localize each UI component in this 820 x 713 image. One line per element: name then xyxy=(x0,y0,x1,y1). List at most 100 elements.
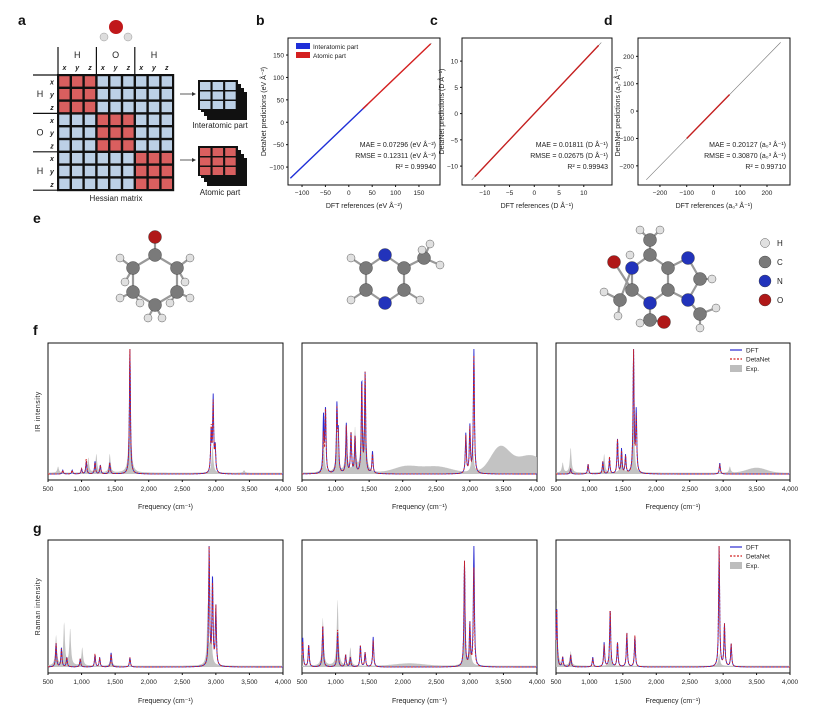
atom-O xyxy=(607,255,621,269)
row-coord-label: y xyxy=(49,169,55,176)
x-tick-label: 10 xyxy=(580,190,588,197)
row-coord-label: z xyxy=(49,182,54,189)
x-tick-label: 500 xyxy=(551,679,562,686)
hessian-cell xyxy=(84,165,96,177)
y-tick-label: 0 xyxy=(630,109,634,116)
hessian-cell xyxy=(136,165,147,177)
hessian-cell xyxy=(161,178,172,189)
x-tick-label: 3,000 xyxy=(462,679,479,686)
atom-H xyxy=(655,225,665,235)
hessian-cell xyxy=(148,140,160,151)
detanet-spectrum xyxy=(302,355,537,475)
hessian-cell xyxy=(161,140,172,151)
atom-N xyxy=(681,293,695,307)
x-tick-label: 2,000 xyxy=(141,679,158,686)
hessian-cell xyxy=(148,127,160,138)
atom-C xyxy=(758,255,772,269)
atom-C xyxy=(148,248,162,262)
y-axis-label: DetaNet predictions (D Å⁻¹) xyxy=(437,69,446,155)
column-coord-label: z xyxy=(126,65,131,72)
atom-H xyxy=(695,323,705,333)
x-tick-label: 2,500 xyxy=(682,679,699,686)
legend-label: DFT xyxy=(746,545,759,552)
hessian-cell xyxy=(84,127,96,138)
legend-label: Atomic part xyxy=(313,53,346,60)
atom-H xyxy=(635,225,645,235)
hessian-cell xyxy=(72,114,83,125)
hessian-cell xyxy=(59,178,70,189)
hessian-cell xyxy=(123,140,134,151)
hessian-matrix-label: Hessian matrix xyxy=(90,194,143,203)
x-tick-label: −5 xyxy=(506,190,514,197)
hessian-cell xyxy=(97,101,108,113)
y-tick-label: 0 xyxy=(454,111,458,118)
column-coord-label: x xyxy=(138,65,144,72)
hessian-cell xyxy=(72,127,83,138)
x-tick-label: 1,000 xyxy=(73,679,90,686)
hessian-cell xyxy=(136,127,147,138)
atom-N xyxy=(378,296,392,310)
y-axis-label: IR intensity xyxy=(35,391,42,432)
row-coord-label: x xyxy=(49,156,55,163)
hessian-cell xyxy=(110,178,121,189)
scatter-axes-b xyxy=(287,37,441,186)
interatomic-cell xyxy=(212,91,224,100)
hessian-cell xyxy=(161,165,172,177)
y-tick-label: 200 xyxy=(623,54,634,61)
y-tick-label: −100 xyxy=(619,136,634,143)
atom-C xyxy=(693,307,707,321)
x-tick-label: 200 xyxy=(762,190,773,197)
y-axis-label: Raman intensity xyxy=(35,578,42,636)
atom-H xyxy=(346,253,356,263)
atom-C xyxy=(170,285,184,299)
atomic-cell xyxy=(225,157,236,166)
hessian-cell xyxy=(123,101,134,113)
column-coord-label: z xyxy=(87,65,92,72)
x-tick-label: 0 xyxy=(712,190,716,197)
hessian-cell xyxy=(97,89,108,100)
x-tick-label: 1,000 xyxy=(73,486,90,493)
x-tick-label: 4,000 xyxy=(782,486,799,493)
y-tick-label: −5 xyxy=(451,137,459,144)
x-tick-label: 1,500 xyxy=(361,679,378,686)
legend-exp-swatch xyxy=(730,365,742,372)
column-coord-label: y xyxy=(113,65,119,72)
x-tick-label: 3,000 xyxy=(208,486,225,493)
atom-N xyxy=(643,296,657,310)
atomic-cell xyxy=(200,157,211,166)
x-tick-label: 1,500 xyxy=(615,679,632,686)
x-tick-label: 1,000 xyxy=(327,486,344,493)
hessian-cell xyxy=(72,178,83,189)
column-coord-label: x xyxy=(100,65,106,72)
atom-C xyxy=(643,233,657,247)
stats-text: MAE = 0.20127 (a₀³ Å⁻¹) xyxy=(709,140,786,149)
hessian-cell xyxy=(97,165,108,177)
x-tick-label: −100 xyxy=(295,190,310,197)
interatomic-cell xyxy=(225,82,236,90)
x-axis-label: DFT references (eV Å⁻²) xyxy=(326,201,402,210)
atom-N xyxy=(681,251,695,265)
atom-H xyxy=(425,239,435,249)
x-tick-label: 2,500 xyxy=(428,679,445,686)
hessian-cell xyxy=(72,153,83,164)
x-axis-label: Frequency (cm⁻¹) xyxy=(645,698,700,705)
x-tick-label: 3,500 xyxy=(495,486,512,493)
hessian-cell xyxy=(110,114,121,125)
hessian-cell xyxy=(136,101,147,113)
hessian-cell xyxy=(123,165,134,177)
x-tick-label: 2,000 xyxy=(395,486,412,493)
hessian-cell xyxy=(84,140,96,151)
atom-H xyxy=(599,287,609,297)
y-axis-label: DetaNet predictions (eV Å⁻²) xyxy=(259,67,268,156)
stats-text: MAE = 0.01811 (D Å⁻¹) xyxy=(536,140,608,149)
row-atom-label: H xyxy=(37,89,44,99)
row-coord-label: y xyxy=(49,92,55,99)
hessian-cell xyxy=(148,114,160,125)
atomic-cell xyxy=(225,148,236,156)
atom-C xyxy=(625,283,639,297)
x-tick-label: 3,500 xyxy=(748,486,765,493)
x-axis-label: DFT references (D Å⁻¹) xyxy=(501,201,574,210)
atom-C xyxy=(693,272,707,286)
detanet-spectrum xyxy=(48,348,283,475)
atom-C xyxy=(359,261,373,275)
